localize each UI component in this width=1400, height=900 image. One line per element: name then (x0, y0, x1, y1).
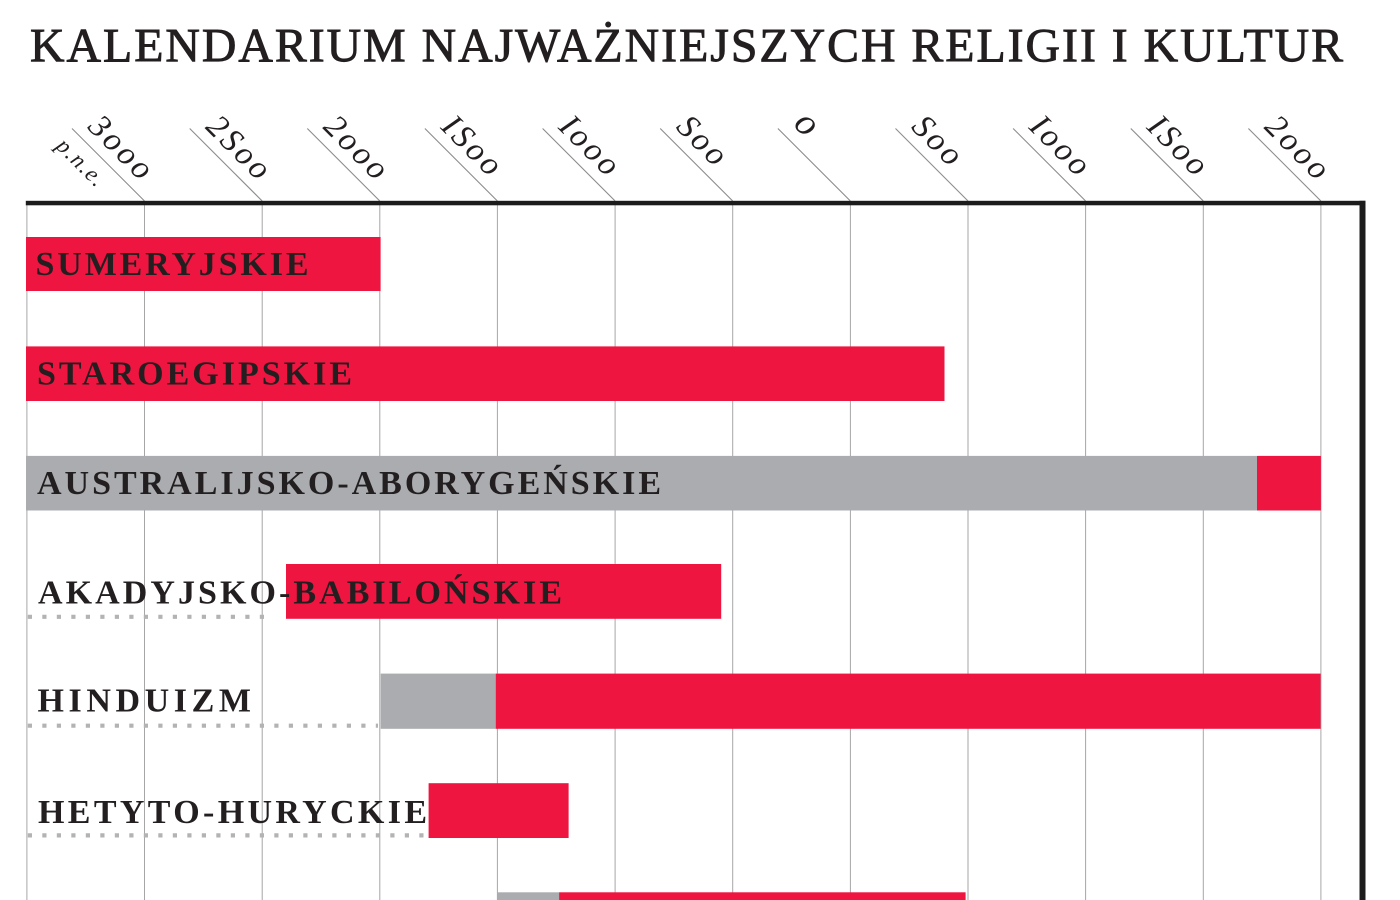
svg-text:AKADYJSKO-BABILOŃSKIE: AKADYJSKO-BABILOŃSKIE (38, 575, 565, 612)
svg-text:AUSTRALIJSKO-ABORYGEŃSKIE: AUSTRALIJSKO-ABORYGEŃSKIE (37, 465, 664, 502)
svg-text:SUMERYJSKIE: SUMERYJSKIE (36, 246, 312, 283)
svg-text:STAROEGIPSKIE: STAROEGIPSKIE (37, 355, 355, 392)
svg-text:KALENDARIUM NAJWAŻNIEJSZYCH RE: KALENDARIUM NAJWAŻNIEJSZYCH RELIGII I KU… (30, 20, 1345, 73)
svg-text:HETYTO-HURYCKIE: HETYTO-HURYCKIE (38, 794, 430, 831)
svg-text:HINDUIZM: HINDUIZM (38, 682, 255, 719)
